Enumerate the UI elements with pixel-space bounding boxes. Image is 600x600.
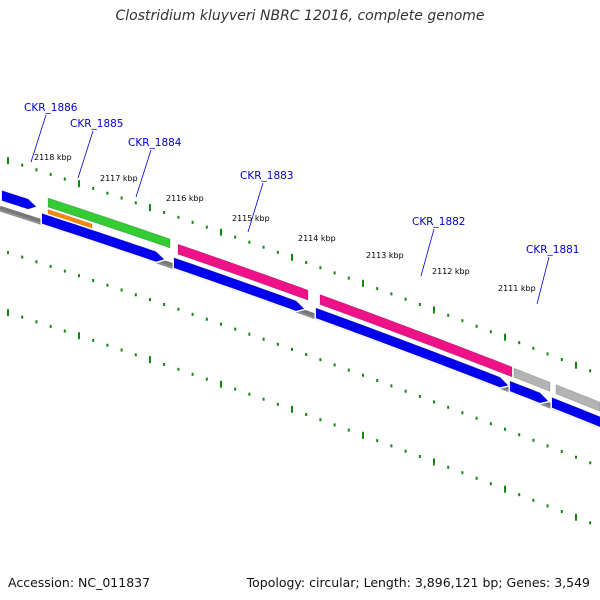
cds-bar-pink-2[interactable] (319, 294, 513, 378)
cds-bar-pink-1[interactable] (177, 243, 309, 301)
accession-text: Accession: NC_011837 (8, 575, 151, 590)
gene-label-ckr-1882[interactable]: CKR_1882 (412, 216, 465, 228)
tick-label: 2118 kbp (34, 153, 72, 162)
cds-bar-gray-1[interactable] (513, 367, 551, 392)
genome-summary-text: Topology: circular; Length: 3,896,121 bp… (246, 575, 590, 590)
gene-labels[interactable]: CKR_1886 CKR_1885 CKR_1884 CKR_1883 CKR_1882… (24, 102, 579, 305)
tick-label: 2113 kbp (366, 251, 404, 260)
feature-bars (0, 188, 600, 429)
gene-leader-line (247, 182, 264, 233)
gene-arrow-ckr-1881[interactable] (551, 397, 600, 428)
tick-label: 2115 kbp (232, 214, 270, 223)
gene-arrow-ckr-1885[interactable] (41, 213, 165, 262)
gene-label-ckr-1885[interactable]: CKR_1885 (70, 118, 123, 130)
scale-tick-labels: 2118 kbp 2117 kbp 2116 kbp 2115 kbp 2114 kbp… (34, 153, 536, 293)
gene-label-ckr-1881[interactable]: CKR_1881 (526, 244, 579, 256)
gene-arrow-ckr-1886[interactable] (1, 190, 37, 210)
gene-arrow-ckr-1884[interactable] (173, 257, 305, 312)
tick-label: 2111 kbp (498, 284, 536, 293)
tick-label: 2112 kbp (432, 267, 470, 276)
cds-bar-orange[interactable] (47, 209, 93, 229)
gene-arrow-ckr-1882[interactable] (509, 380, 549, 404)
tick-label: 2117 kbp (100, 174, 138, 183)
gene-arrow-ckr-1883[interactable] (315, 307, 509, 388)
gene-leader-line (135, 149, 152, 198)
cds-bar-gray-2[interactable] (555, 384, 600, 412)
gene-leader-line (420, 228, 435, 277)
gene-leader-line (536, 256, 550, 305)
gene-label-ckr-1884[interactable]: CKR_1884 (128, 137, 182, 149)
tick-label: 2114 kbp (298, 234, 336, 243)
gene-leader-line (77, 130, 94, 179)
scale-ticks (7, 157, 592, 525)
cds-bar-green[interactable] (47, 197, 171, 249)
genome-title: Clostridium kluyveri NBRC 12016, complet… (115, 8, 485, 24)
gene-label-ckr-1886[interactable]: CKR_1886 (24, 102, 78, 114)
gene-label-ckr-1883[interactable]: CKR_1883 (240, 170, 293, 182)
gene-leader-line (30, 114, 47, 163)
tick-label: 2116 kbp (166, 194, 204, 203)
